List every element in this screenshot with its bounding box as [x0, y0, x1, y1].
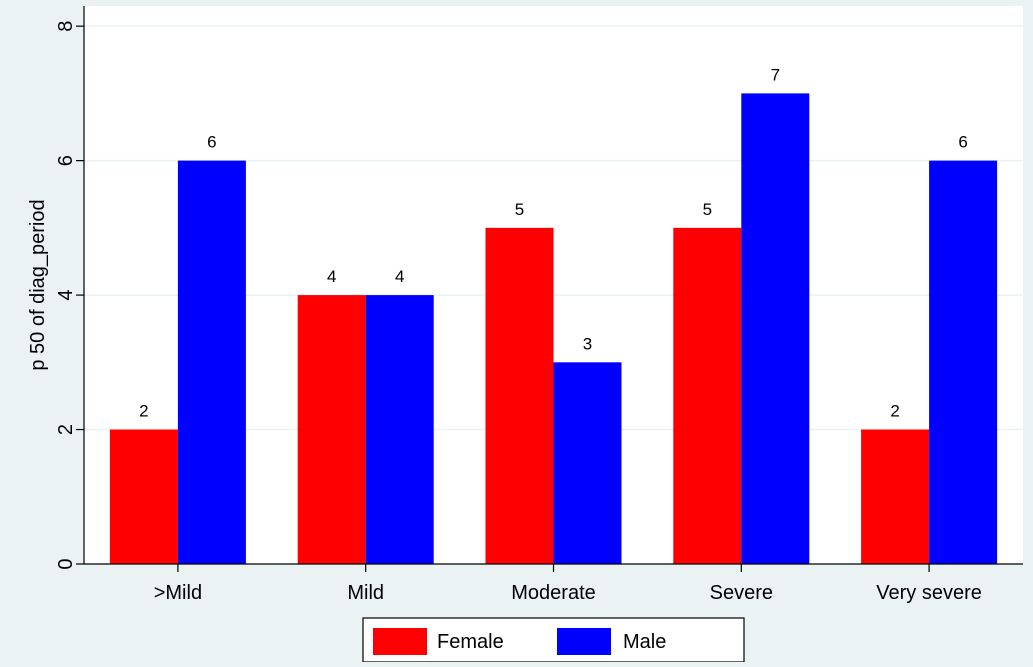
bar-male [365, 295, 434, 564]
data-labels: 2 6 4 4 5 3 5 7 2 6 [139, 65, 968, 420]
legend-swatch-female [373, 628, 427, 655]
x-axis: >Mild Mild Moderate Severe Very severe [84, 563, 1023, 604]
y-tick-label: 2 [55, 424, 77, 435]
y-tick-label: 8 [55, 21, 77, 32]
x-tick-label: Severe [710, 582, 773, 604]
bar-female [109, 429, 178, 564]
legend: Female Male [362, 617, 745, 663]
bars [109, 93, 998, 565]
x-tick-label: >Mild [154, 582, 202, 604]
data-label: 6 [207, 133, 216, 152]
y-axis: 0 2 4 6 8 [55, 6, 85, 570]
bar-female [861, 429, 930, 564]
x-tick-label: Very severe [876, 582, 982, 604]
x-tick-label: Mild [347, 582, 384, 604]
data-label: 5 [703, 200, 712, 219]
x-tick-label: Moderate [511, 582, 596, 604]
legend-label-female: Female [437, 631, 504, 653]
bar-female [673, 227, 742, 565]
y-tick-label: 0 [55, 558, 77, 569]
legend-swatch-male [557, 628, 611, 655]
data-label: 7 [771, 65, 780, 84]
y-axis-label: p 50 of diag_period [27, 199, 49, 370]
legend-label-male: Male [623, 631, 666, 653]
bar-female [297, 295, 366, 564]
data-label: 3 [583, 334, 592, 353]
bar-male [741, 93, 810, 565]
data-label: 5 [515, 200, 524, 219]
bar-male [929, 160, 998, 564]
bar-female [485, 227, 554, 565]
bar-male [553, 362, 622, 564]
y-tick-label: 4 [55, 290, 77, 301]
y-tick-label: 6 [55, 155, 77, 166]
data-label: 4 [327, 267, 336, 286]
data-label: 2 [890, 402, 899, 421]
data-label: 6 [958, 133, 967, 152]
data-label: 4 [395, 267, 404, 286]
bar-male [177, 160, 246, 564]
data-label: 2 [139, 402, 148, 421]
